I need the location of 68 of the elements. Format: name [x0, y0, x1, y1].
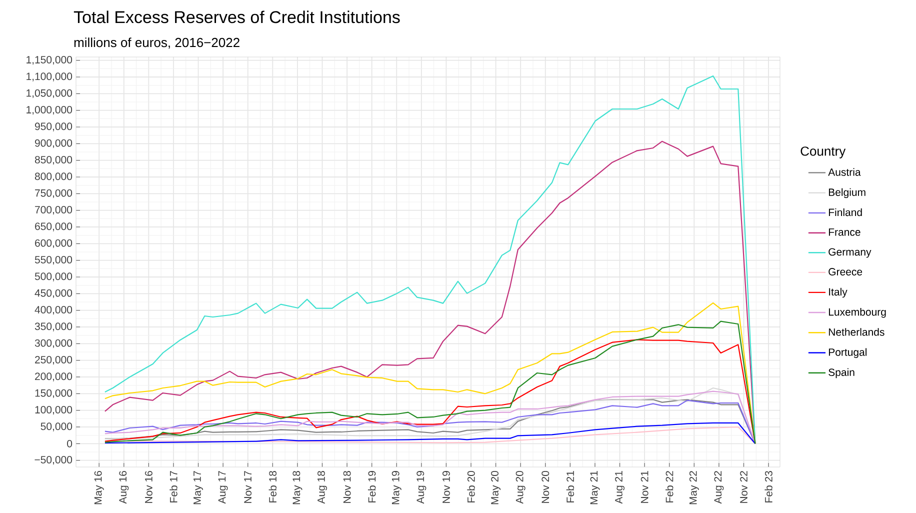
y-tick-label: 900,000	[35, 139, 72, 148]
chart-subtitle: millions of euros, 2016−2022	[74, 38, 240, 49]
x-tick-label: Feb 23	[764, 470, 772, 502]
y-tick-label: 850,000	[34, 156, 72, 165]
line-series	[104, 422, 756, 444]
x-tick-label: Aug 19	[416, 471, 426, 504]
y-tick-label: 450,000	[34, 289, 72, 298]
x-tick-label: May 19	[392, 471, 402, 504]
x-tick-label: Nov 18	[343, 470, 351, 503]
legend-label: Portugal	[828, 348, 867, 358]
y-tick-label: 250,000	[35, 356, 72, 365]
x-tick-label: Aug 17	[218, 471, 228, 504]
x-tick-label: Feb 21	[566, 471, 574, 502]
y-tick-label: 1,050,000	[26, 89, 72, 98]
y-tick-label: 1,100,000	[26, 72, 72, 82]
y-tick-label: 100,000	[35, 406, 72, 415]
y-tick-label: 50,000	[40, 422, 72, 432]
legend-label: Spain	[828, 368, 854, 378]
y-tick-label: 500,000	[34, 272, 72, 282]
y-tick-label: 700,000	[35, 206, 72, 215]
x-tick-label: May 17	[194, 471, 203, 504]
chart-title: Total Excess Reserves of Credit Institutions	[74, 10, 400, 24]
x-tick-label: Nov 21	[640, 471, 648, 503]
y-tick-label: 1,000,000	[26, 106, 72, 115]
y-tick-label: 350,000	[34, 322, 72, 332]
y-tick-label: 600,000	[35, 239, 72, 248]
y-tick-label: 300,000	[34, 339, 72, 348]
x-tick-label: Aug 16	[119, 470, 129, 504]
y-tick-label: 650,000	[35, 222, 72, 232]
legend-label: Greece	[828, 268, 862, 276]
x-tick-label: May 20	[491, 470, 501, 504]
legend-label: Finland	[828, 208, 862, 216]
y-tick-label: 400,000	[34, 306, 72, 315]
x-tick-label: Nov 22	[740, 471, 748, 503]
legend-label: Luxembourg	[828, 308, 886, 318]
x-tick-label: Aug 18	[317, 470, 327, 504]
y-tick-label: 550,000	[34, 256, 72, 265]
x-tick-label: Feb 17	[170, 471, 178, 502]
legend-label: Italy	[829, 288, 848, 298]
legend-label: Austria	[828, 168, 861, 176]
x-tick-label: Feb 20	[467, 470, 475, 502]
x-tick-label: May 16	[94, 470, 104, 504]
legend-title: Country	[800, 146, 846, 158]
x-tick-label: Nov 20	[542, 470, 550, 503]
y-tick-label: −50,000	[34, 456, 72, 465]
legend-label: Germany	[828, 248, 872, 258]
legend-label: France	[828, 228, 860, 236]
x-tick-label: May 21	[590, 471, 600, 504]
x-tick-label: Aug 20	[516, 470, 526, 504]
y-tick-label: 1,150,000	[26, 56, 72, 65]
y-tick-label: 800,000	[34, 172, 72, 182]
x-tick-label: Feb 19	[368, 471, 376, 502]
legend-label: Belgium	[828, 188, 866, 198]
x-tick-label: May 18	[292, 470, 302, 504]
x-tick-label: Nov 17	[244, 471, 252, 503]
y-tick-label: 150,000	[35, 389, 72, 398]
x-tick-label: Aug 22	[714, 471, 724, 504]
x-tick-label: Nov 16	[144, 470, 152, 503]
y-tick-label: 750,000	[35, 189, 72, 198]
y-tick-label: 200,000	[35, 372, 72, 382]
x-tick-label: Feb 22	[666, 471, 674, 502]
legend-label: Netherlands	[828, 328, 884, 336]
y-tick-label: 950,000	[35, 122, 72, 132]
x-tick-label: Nov 19	[442, 471, 450, 503]
y-tick-label: 0	[67, 440, 72, 448]
x-tick-label: May 22	[689, 471, 699, 504]
x-tick-label: Aug 21	[615, 471, 625, 504]
x-tick-label: Feb 18	[268, 470, 277, 502]
